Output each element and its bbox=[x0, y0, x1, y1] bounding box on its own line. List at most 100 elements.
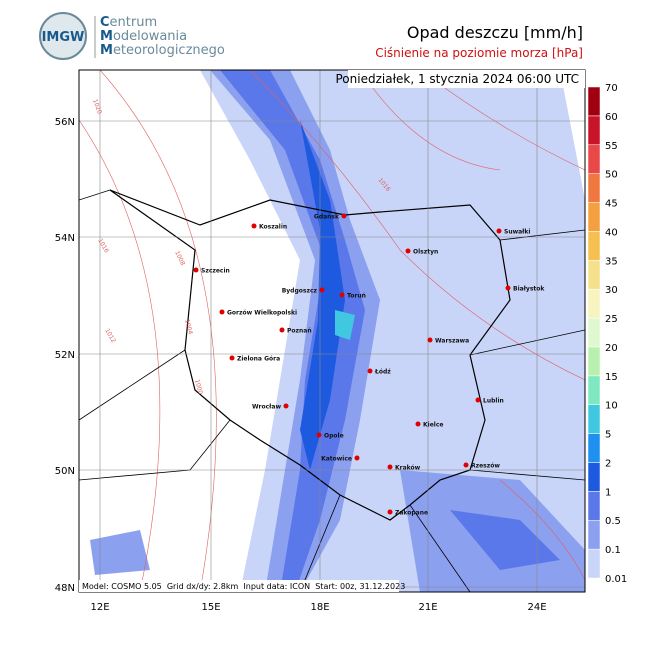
colorbar-label: 60 bbox=[605, 112, 618, 123]
city-label: Suwałki bbox=[504, 229, 530, 236]
colorbar-box bbox=[587, 548, 601, 579]
colorbar-label: 50 bbox=[605, 170, 618, 181]
city-label: Szczecin bbox=[201, 268, 230, 275]
city-dot bbox=[319, 287, 325, 293]
city-label: Toruń bbox=[347, 293, 366, 300]
city-label: Bydgoszcz bbox=[282, 288, 318, 295]
isobar-label: 1004 bbox=[183, 319, 194, 336]
city-dot bbox=[475, 397, 481, 403]
subtitle: Ciśnienie na poziomie morza [hPa] bbox=[375, 46, 583, 60]
map-area bbox=[79, 70, 585, 592]
city-dot bbox=[339, 292, 345, 298]
org-name: Centrum Modelowania Meteorologicznego bbox=[100, 16, 225, 58]
lon-label: 24E bbox=[527, 602, 546, 613]
city-label: Rzeszów bbox=[471, 463, 500, 470]
colorbar-label: 2 bbox=[605, 458, 611, 469]
city-label: Wrocław bbox=[252, 404, 281, 411]
city-dot bbox=[283, 403, 289, 409]
lon-label: 15E bbox=[201, 602, 220, 613]
timestamp-box bbox=[348, 70, 585, 88]
city-label: Łódź bbox=[374, 369, 391, 376]
colorbar-box bbox=[587, 86, 601, 117]
colorbar-box bbox=[587, 346, 601, 377]
city-dot bbox=[354, 455, 360, 461]
colorbar-label: 0.01 bbox=[605, 574, 627, 585]
city-label: Zakopane bbox=[395, 510, 428, 517]
lon-label: 21E bbox=[418, 602, 437, 613]
city-label: Lublin bbox=[483, 398, 504, 405]
colorbar-box bbox=[587, 144, 601, 174]
city-dot bbox=[387, 509, 393, 515]
colorbar-box bbox=[587, 491, 601, 521]
colorbar-box bbox=[587, 202, 601, 232]
colorbar-label: 40 bbox=[605, 227, 618, 238]
lon-label: 18E bbox=[310, 602, 329, 613]
city-dot bbox=[193, 267, 199, 273]
timestamp: Poniedziałek, 1 stycznia 2024 06:00 UTC bbox=[336, 72, 580, 86]
footer-box bbox=[79, 580, 399, 592]
city-label: Koszalin bbox=[259, 224, 287, 231]
city-dot bbox=[496, 228, 502, 234]
isobar-label: 1020 bbox=[91, 98, 103, 115]
colorbar-box bbox=[587, 115, 601, 146]
lat-label: 56N bbox=[55, 117, 75, 128]
lat-label: 48N bbox=[55, 583, 75, 594]
colorbar-box bbox=[587, 260, 601, 290]
colorbar-box bbox=[587, 433, 601, 463]
lat-label: 50N bbox=[55, 466, 75, 477]
city-dot bbox=[341, 213, 347, 219]
lat-label: 54N bbox=[55, 233, 75, 244]
city-dot bbox=[463, 462, 469, 468]
city-dot bbox=[279, 327, 285, 333]
city-dot bbox=[415, 421, 421, 427]
colorbar-label: 0.1 bbox=[605, 545, 621, 556]
city-label: Poznań bbox=[287, 328, 312, 335]
colorbar-label: 1 bbox=[605, 487, 611, 498]
city-label: Kielce bbox=[423, 422, 443, 429]
lon-label: 12E bbox=[90, 602, 109, 613]
city-dot bbox=[405, 248, 411, 254]
city-dot bbox=[229, 355, 235, 361]
city-dot bbox=[387, 464, 393, 470]
colorbar-box bbox=[587, 519, 601, 550]
city-dot bbox=[316, 432, 322, 438]
logo: IMGW bbox=[39, 12, 96, 60]
org-line: Modelowania bbox=[100, 29, 188, 44]
city-label: Katowice bbox=[321, 456, 352, 463]
colorbar-box bbox=[587, 231, 601, 261]
colorbar-box bbox=[587, 462, 601, 492]
city-label: Białystok bbox=[513, 286, 545, 293]
colorbar-label: 15 bbox=[605, 372, 618, 383]
colorbar-label: 25 bbox=[605, 314, 618, 325]
city-label: Olsztyn bbox=[413, 249, 438, 256]
colorbar-label: 55 bbox=[605, 141, 618, 152]
city-label: Warszawa bbox=[435, 338, 469, 345]
colorbar-label: 70 bbox=[605, 83, 618, 94]
lat-label: 52N bbox=[55, 350, 75, 361]
city-dot bbox=[251, 223, 257, 229]
org-line: Centrum bbox=[100, 15, 158, 30]
city-label: Zielona Góra bbox=[237, 356, 280, 363]
colorbar-label: 20 bbox=[605, 343, 618, 354]
city-label: Opole bbox=[324, 433, 344, 440]
city-dot bbox=[427, 337, 433, 343]
org-line: Meteorologicznego bbox=[100, 43, 225, 58]
colorbar-label: 5 bbox=[605, 430, 611, 441]
colorbar-label: 45 bbox=[605, 199, 618, 210]
colorbar-box bbox=[587, 317, 601, 348]
footer: Model: COSMO 5.05 Grid dx/dy: 2.8km Inpu… bbox=[82, 582, 405, 591]
colorbar-box bbox=[587, 404, 601, 434]
city-label: Gdańsk bbox=[314, 214, 340, 221]
colorbar-label: 35 bbox=[605, 256, 618, 267]
logo-text: IMGW bbox=[42, 30, 85, 45]
colorbar-label: 0.5 bbox=[605, 516, 621, 527]
city-label: Kraków bbox=[395, 465, 421, 472]
colorbar-label: 30 bbox=[605, 285, 618, 296]
city-dot bbox=[367, 368, 373, 374]
colorbar-box bbox=[587, 173, 601, 203]
city-label: Gorzów Wielkopolski bbox=[227, 310, 297, 317]
isobar-label: 1000 bbox=[193, 379, 204, 396]
city-dot bbox=[219, 309, 225, 315]
